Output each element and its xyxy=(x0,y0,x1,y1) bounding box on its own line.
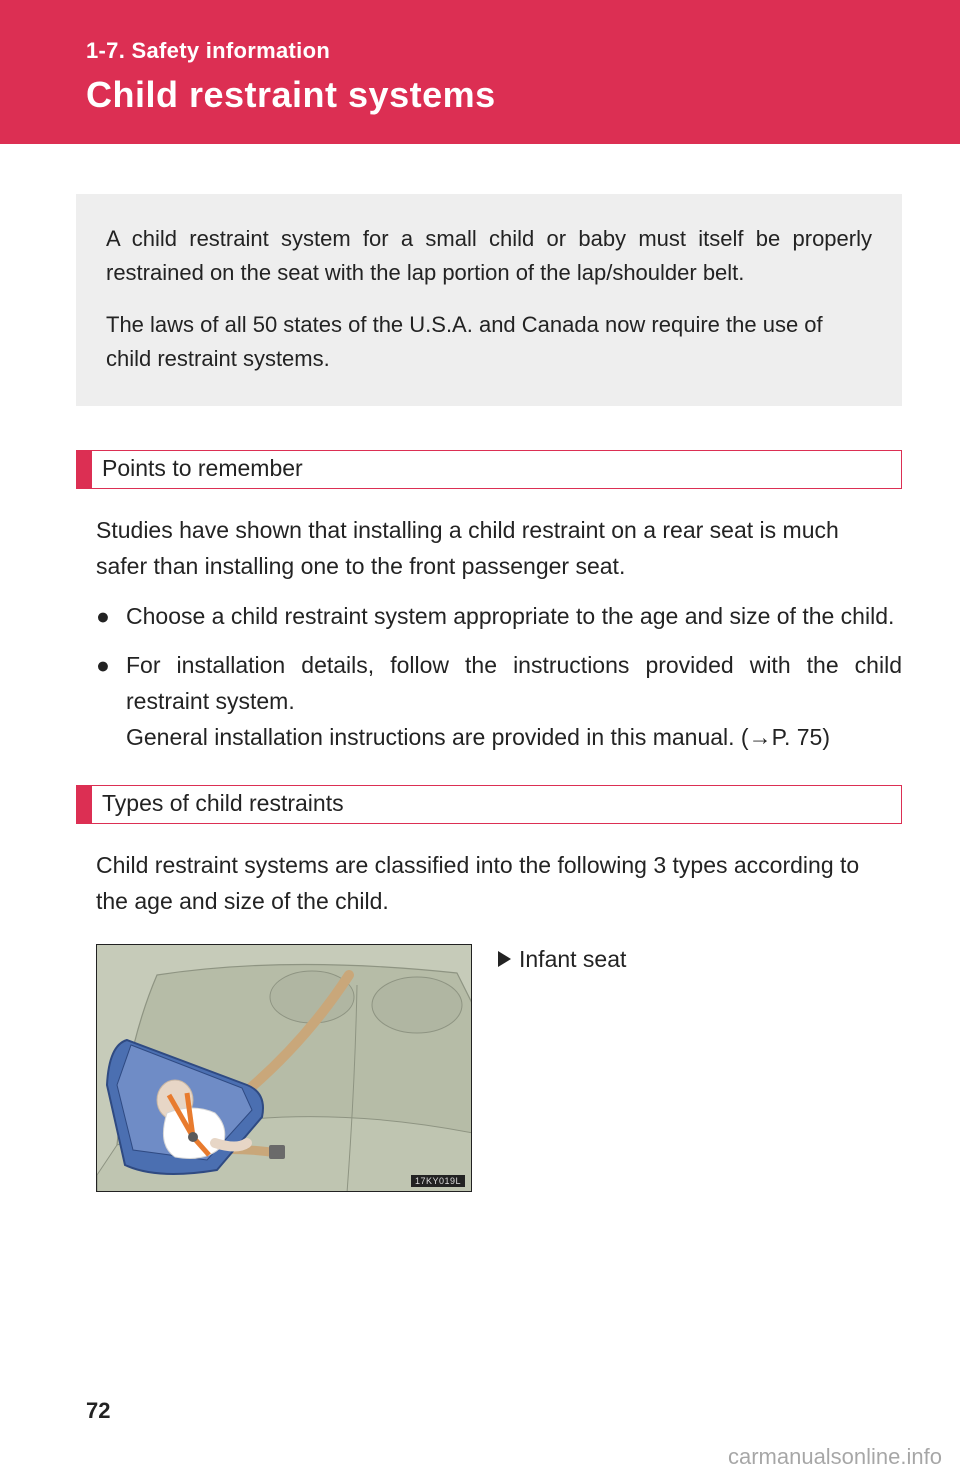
section-label: 1-7. Safety information xyxy=(86,38,900,64)
subheading-text: Points to remember xyxy=(92,451,901,488)
page-content: A child restraint system for a small chi… xyxy=(0,144,960,1192)
header-band: 1-7. Safety information Child restraint … xyxy=(0,0,960,144)
bullet-item: ● For installation details, follow the i… xyxy=(96,648,902,755)
subheading-points-to-remember: Points to remember xyxy=(76,450,902,489)
section-lead: Child restraint systems are classified i… xyxy=(76,848,902,919)
infant-seat-illustration: 17KY019L xyxy=(96,944,472,1192)
bullet-icon: ● xyxy=(96,648,126,755)
bullet-icon: ● xyxy=(96,599,126,635)
figure-caption: Infant seat xyxy=(498,946,626,973)
bullet-item: ● Choose a child restraint system approp… xyxy=(96,599,902,635)
subheading-text: Types of child restraints xyxy=(92,786,901,823)
bullet-text: For installation details, follow the ins… xyxy=(126,648,902,755)
triangle-icon xyxy=(498,951,511,967)
subheading-accent-bar xyxy=(76,451,92,488)
subheading-accent-bar xyxy=(76,786,92,823)
intro-paragraph: A child restraint system for a small chi… xyxy=(106,222,872,290)
figure-code: 17KY019L xyxy=(411,1175,465,1187)
figure-row: 17KY019L Infant seat xyxy=(76,944,902,1192)
bullet-text: Choose a child restraint system appropri… xyxy=(126,599,902,635)
section-lead: Studies have shown that installing a chi… xyxy=(76,513,902,584)
page-number: 72 xyxy=(86,1398,110,1424)
intro-paragraph: The laws of all 50 states of the U.S.A. … xyxy=(106,308,872,376)
watermark: carmanualsonline.info xyxy=(728,1444,942,1470)
figure-caption-text: Infant seat xyxy=(519,946,626,973)
page-title: Child restraint systems xyxy=(86,74,900,116)
intro-box: A child restraint system for a small chi… xyxy=(76,194,902,406)
bullet-list: ● Choose a child restraint system approp… xyxy=(76,599,902,756)
subheading-types: Types of child restraints xyxy=(76,785,902,824)
